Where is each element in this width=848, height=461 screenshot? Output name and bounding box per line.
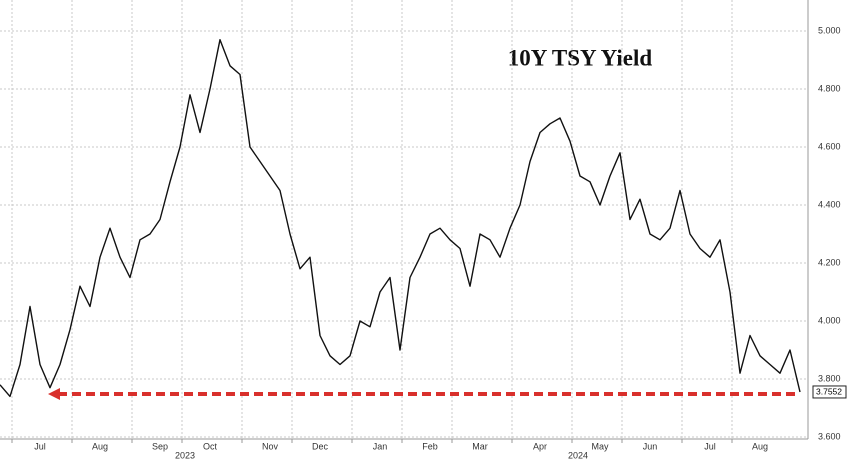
x-tick-label: Feb: [422, 441, 438, 451]
x-tick-label: Dec: [312, 441, 329, 451]
x-tick-label: Mar: [472, 441, 488, 451]
year-label: 2024: [568, 450, 588, 460]
y-tick-label: 4.000: [818, 315, 841, 325]
x-tick-label: Jun: [643, 441, 658, 451]
reference-arrow: [48, 387, 60, 400]
y-tick-label: 5.000: [818, 25, 841, 35]
year-label: 2023: [175, 450, 195, 460]
x-tick-label: Aug: [92, 441, 108, 451]
x-tick-label: Jul: [704, 441, 716, 451]
y-tick-label: 4.400: [818, 199, 841, 209]
y-tick-label: 4.200: [818, 257, 841, 267]
plot-area: [0, 0, 808, 439]
y-tick-label: 4.800: [818, 83, 841, 93]
chart-title: 10Y TSY Yield: [508, 45, 653, 70]
x-tick-label: Nov: [262, 441, 279, 451]
value-label-box: [812, 385, 847, 399]
x-tick-label: Aug: [752, 441, 768, 451]
series-line: [0, 39, 801, 398]
y-tick-label: 3.800: [818, 373, 841, 383]
y-tick-label: 4.600: [818, 141, 841, 151]
value-label: 3.7552: [816, 387, 842, 397]
y-tick-label: 3.600: [818, 431, 841, 441]
x-tick-label: Oct: [203, 441, 218, 451]
x-tick-label: May: [591, 441, 609, 451]
x-tick-label: Sep: [152, 441, 168, 451]
x-tick-label: Jul: [34, 441, 46, 451]
x-tick-label: Apr: [533, 441, 547, 451]
x-tick-label: Jan: [373, 441, 388, 451]
